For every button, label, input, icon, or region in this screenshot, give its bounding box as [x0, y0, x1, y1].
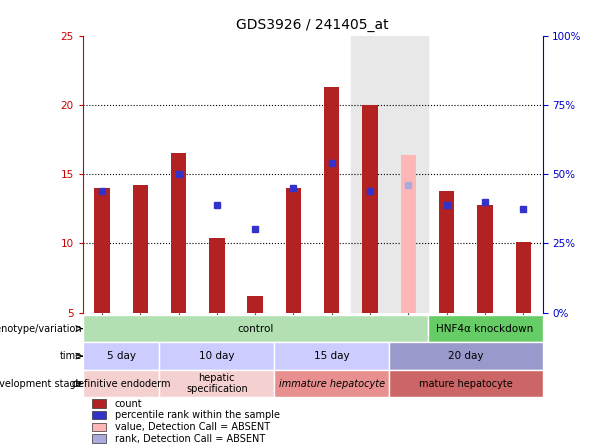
- Text: count: count: [115, 399, 143, 408]
- Bar: [83, 370, 159, 397]
- Bar: [171, 153, 186, 313]
- Bar: [439, 190, 454, 313]
- Text: definitive endoderm: definitive endoderm: [72, 379, 170, 388]
- Bar: [389, 342, 543, 370]
- Bar: [159, 342, 275, 370]
- Title: GDS3926 / 241405_at: GDS3926 / 241405_at: [237, 18, 389, 32]
- Bar: [351, 36, 389, 313]
- Bar: [516, 242, 531, 313]
- Bar: [324, 87, 340, 313]
- Bar: [478, 205, 493, 313]
- Text: development stage: development stage: [0, 379, 82, 388]
- Bar: [275, 370, 389, 397]
- Bar: [159, 370, 275, 397]
- Bar: [389, 370, 543, 397]
- Text: rank, Detection Call = ABSENT: rank, Detection Call = ABSENT: [115, 433, 265, 444]
- Bar: [92, 434, 106, 443]
- Bar: [94, 188, 110, 313]
- Bar: [132, 185, 148, 313]
- Bar: [83, 315, 428, 342]
- Bar: [209, 238, 224, 313]
- Bar: [428, 315, 543, 342]
- Text: 20 day: 20 day: [448, 351, 484, 361]
- Text: mature hepatocyte: mature hepatocyte: [419, 379, 512, 388]
- Text: 5 day: 5 day: [107, 351, 135, 361]
- Bar: [248, 296, 263, 313]
- Text: percentile rank within the sample: percentile rank within the sample: [115, 410, 280, 420]
- Bar: [92, 411, 106, 419]
- Bar: [401, 155, 416, 313]
- Bar: [92, 423, 106, 431]
- Text: immature hepatocyte: immature hepatocyte: [279, 379, 385, 388]
- Bar: [362, 105, 378, 313]
- Bar: [389, 36, 428, 313]
- Text: genotype/variation: genotype/variation: [0, 324, 82, 333]
- Text: hepatic
specification: hepatic specification: [186, 373, 248, 394]
- Text: 10 day: 10 day: [199, 351, 235, 361]
- Text: control: control: [237, 324, 273, 333]
- Bar: [83, 342, 159, 370]
- Bar: [275, 342, 389, 370]
- Text: value, Detection Call = ABSENT: value, Detection Call = ABSENT: [115, 422, 270, 432]
- Bar: [286, 188, 301, 313]
- Text: HNF4α knockdown: HNF4α knockdown: [436, 324, 534, 333]
- Bar: [92, 400, 106, 408]
- Text: 15 day: 15 day: [314, 351, 349, 361]
- Text: time: time: [60, 351, 82, 361]
